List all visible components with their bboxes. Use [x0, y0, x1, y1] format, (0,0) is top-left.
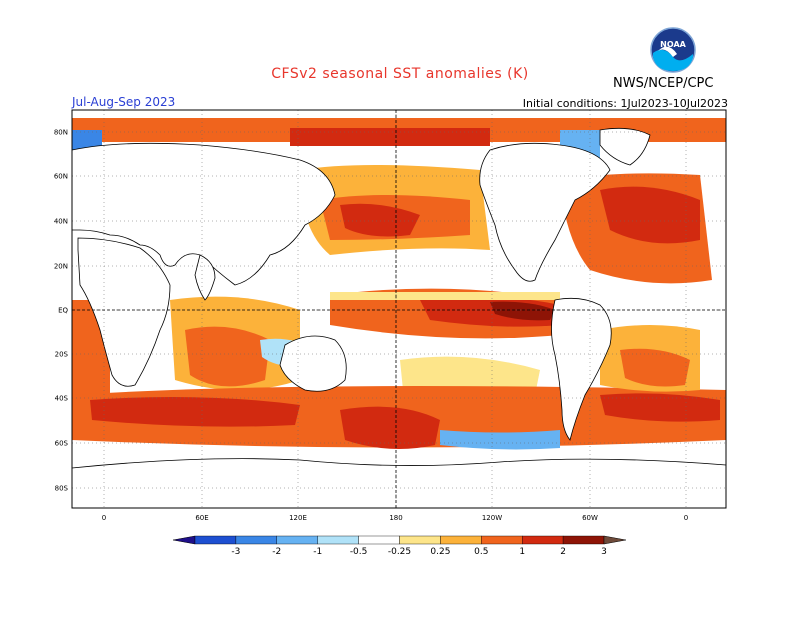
lon-label: 180: [389, 514, 402, 522]
colorbar-tick-label: 0.25: [430, 547, 450, 557]
lon-label: 120W: [482, 514, 502, 522]
lat-label: EQ: [58, 307, 68, 315]
lat-label: 60N: [54, 173, 68, 181]
colorbar: -3 -2 -1 -0.5 -0.25 0.25 0.5 1 2 3: [172, 535, 627, 557]
latitude-labels: 80N 60N 40N 20N EQ 20S 40S 60S 80S: [54, 129, 69, 493]
season-label: Jul-Aug-Sep 2023: [72, 95, 176, 109]
colorbar-segment: [481, 535, 523, 545]
initial-conditions-label: Initial conditions: 1Jul2023-10Jul2023: [522, 97, 728, 110]
lat-label: 80S: [55, 485, 69, 493]
colorbar-segment: [399, 535, 441, 545]
colorbar-tick-label: -3: [231, 547, 240, 557]
colorbar-left-arrow: [172, 535, 196, 545]
colorbar-tick-label: 3: [601, 547, 607, 557]
lon-label: 120E: [289, 514, 307, 522]
logo-text: NOAA: [660, 40, 686, 49]
lat-label: 40S: [55, 395, 69, 403]
longitude-labels: 0 60E 120E 180 120W 60W 0: [102, 514, 688, 522]
colorbar-tick-label: 2: [560, 547, 566, 557]
colorbar-tick-label: -0.25: [388, 547, 411, 557]
lat-label: 80N: [54, 129, 68, 137]
land-masses: [72, 127, 726, 508]
colorbar-tick-label: -0.5: [350, 547, 368, 557]
lat-label: 20N: [54, 263, 68, 271]
colorbar-tick-label: -2: [272, 547, 281, 557]
colorbar-segment: [235, 535, 277, 545]
lon-label: 60W: [582, 514, 598, 522]
colorbar-right-arrow: [603, 535, 627, 545]
map-frame: [71, 109, 727, 509]
colorbar-segment: [317, 535, 359, 545]
noaa-logo-icon: NOAA: [650, 27, 696, 73]
lon-label: 0: [102, 514, 106, 522]
colorbar-segment: [440, 535, 482, 545]
anomaly-field: [72, 110, 726, 508]
agency-label: NWS/NCEP/CPC: [613, 76, 714, 91]
colorbar-segment: [522, 535, 564, 545]
colorbar-tick-label: 1: [519, 547, 525, 557]
colorbar-tick-label: -1: [313, 547, 322, 557]
colorbar-tick-label: 0.5: [474, 547, 488, 557]
colorbar-segment: [194, 535, 237, 545]
colorbar-segment: [358, 535, 400, 545]
lat-label: 40N: [54, 218, 68, 226]
lon-label: 60E: [195, 514, 208, 522]
lat-label: 20S: [55, 351, 69, 359]
colorbar-segment: [276, 535, 318, 545]
lat-label: 60S: [55, 440, 69, 448]
colorbar-segment: [562, 535, 605, 545]
chart-title: CFSv2 seasonal SST anomalies (K): [271, 66, 529, 82]
lon-label: 0: [684, 514, 688, 522]
